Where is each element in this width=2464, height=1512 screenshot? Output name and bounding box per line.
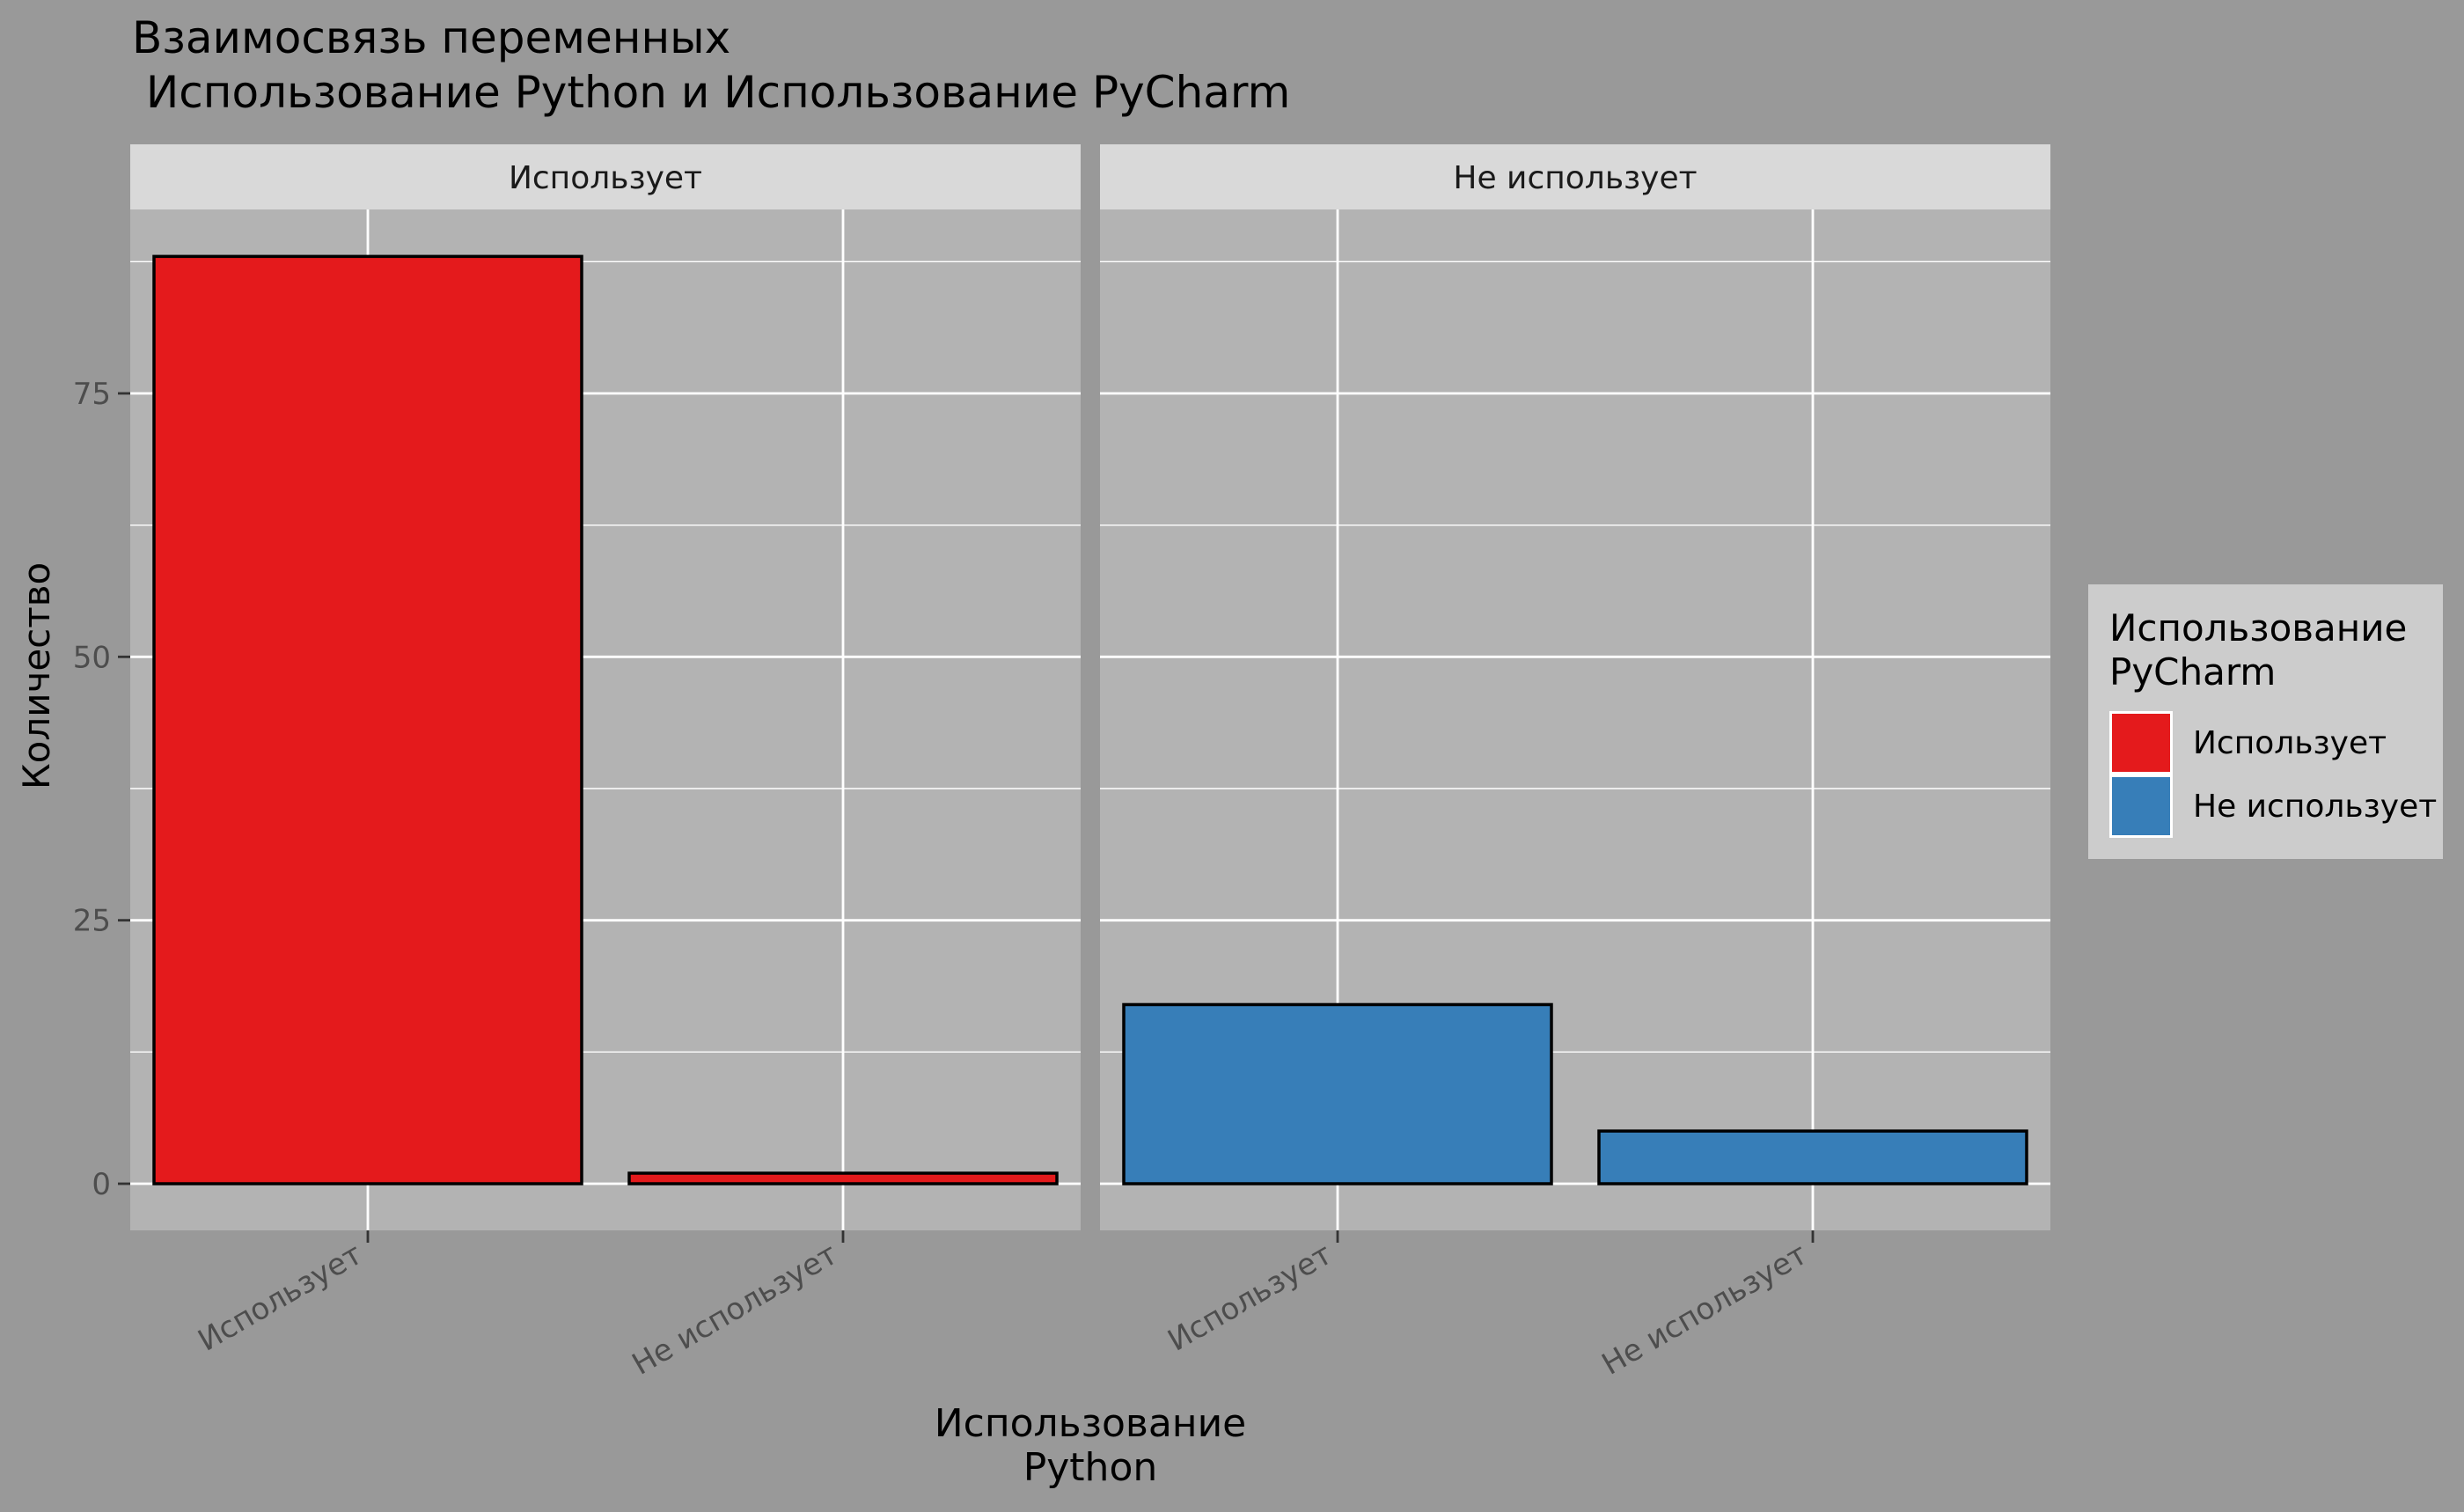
facet-strip-label: Не использует: [1453, 160, 1697, 196]
facet-strip: [1100, 144, 2050, 209]
y-tick-label: 75: [73, 377, 111, 412]
x-axis-title-line: Использование: [935, 1401, 1247, 1446]
bar: [627, 1171, 1059, 1185]
facet-panel: Не использует: [1100, 144, 2050, 1243]
bar: [152, 254, 583, 1185]
legend-item: Не использует: [2109, 774, 2437, 838]
bar: [1597, 1129, 2028, 1185]
facet-strip: [130, 144, 1081, 209]
chart-title-line: Взаимосвязь переменных: [132, 12, 730, 63]
legend-swatch: [2112, 714, 2170, 772]
chart-title: Взаимосвязь переменных Использование Pyt…: [132, 12, 1290, 118]
y-tick-label: 25: [73, 904, 111, 939]
legend-label: Не использует: [2193, 789, 2437, 825]
facet-strip-label: Использует: [509, 160, 702, 196]
y-axis-title: Количество: [15, 562, 58, 789]
facet-panel: Использует: [130, 144, 1081, 1243]
x-axis-title-line: Python: [1023, 1445, 1158, 1490]
legend-item: Использует: [2109, 711, 2387, 774]
y-tick-label: 0: [92, 1167, 111, 1202]
legend-label: Использует: [2193, 725, 2387, 761]
y-axis: 0 25 50 75: [73, 377, 130, 1202]
legend-title-line: PyCharm: [2109, 650, 2276, 694]
chart-title-line: Использование Python и Использование PyC…: [132, 67, 1290, 118]
y-tick-label: 50: [73, 640, 111, 675]
legend-swatch: [2112, 777, 2170, 835]
bar: [1122, 1002, 1553, 1185]
legend-title-line: Использование: [2109, 606, 2407, 650]
